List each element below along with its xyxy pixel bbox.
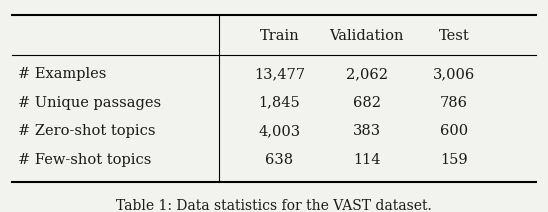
- Text: 383: 383: [352, 124, 381, 138]
- Text: 682: 682: [353, 96, 381, 110]
- Text: Validation: Validation: [329, 29, 404, 43]
- Text: 3,006: 3,006: [433, 67, 475, 81]
- Text: 1,845: 1,845: [259, 96, 300, 110]
- Text: # Examples: # Examples: [18, 67, 106, 81]
- Text: 786: 786: [440, 96, 468, 110]
- Text: # Few-shot topics: # Few-shot topics: [18, 153, 151, 167]
- Text: 159: 159: [440, 153, 468, 167]
- Text: 4,003: 4,003: [259, 124, 300, 138]
- Text: # Zero-shot topics: # Zero-shot topics: [18, 124, 155, 138]
- Text: 13,477: 13,477: [254, 67, 305, 81]
- Text: Test: Test: [438, 29, 469, 43]
- Text: Table 1: Data statistics for the VAST dataset.: Table 1: Data statistics for the VAST da…: [116, 199, 432, 212]
- Text: 2,062: 2,062: [346, 67, 387, 81]
- Text: 600: 600: [440, 124, 468, 138]
- Text: # Unique passages: # Unique passages: [18, 96, 161, 110]
- Text: Train: Train: [260, 29, 299, 43]
- Text: 114: 114: [353, 153, 380, 167]
- Text: 638: 638: [265, 153, 294, 167]
